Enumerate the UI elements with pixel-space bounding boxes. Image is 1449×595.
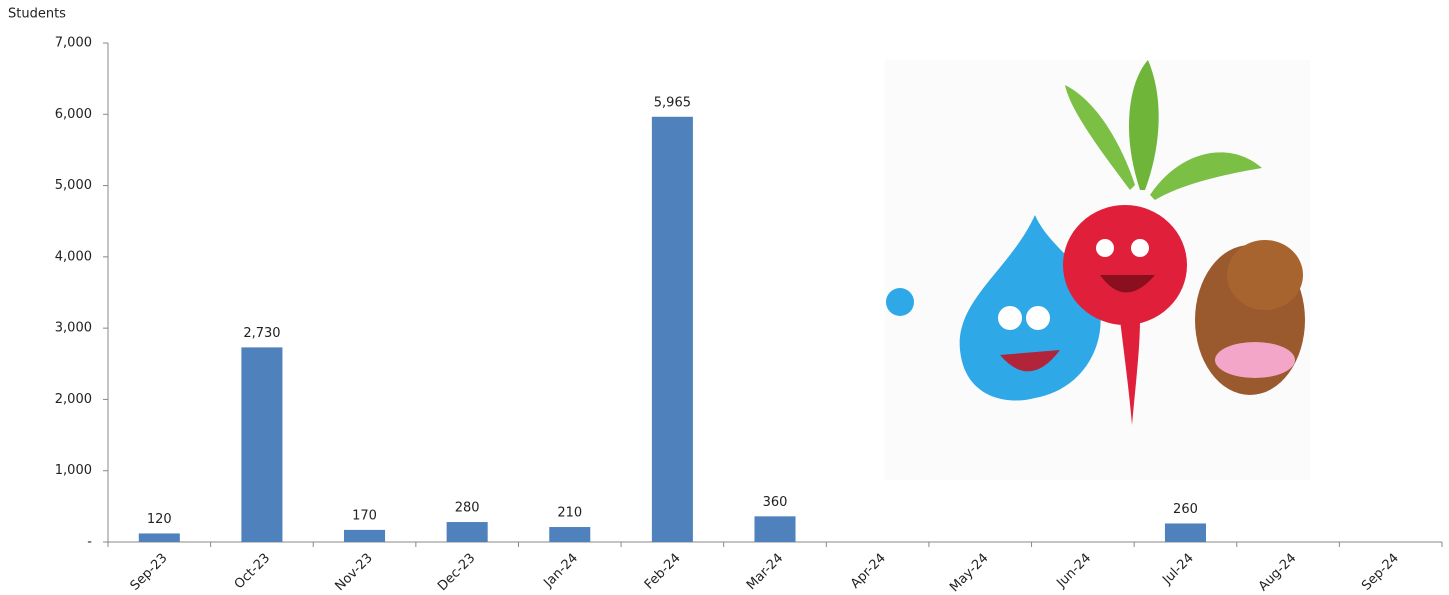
- x-tick-label: Oct-23: [232, 551, 274, 593]
- y-tick-label: 3,000: [55, 321, 92, 336]
- x-tick-label: Sep-24: [1359, 551, 1402, 594]
- x-tick-label: Jan-24: [541, 551, 582, 592]
- squirrel-head: [1227, 240, 1303, 310]
- eye: [1026, 306, 1050, 330]
- bar: [446, 522, 488, 542]
- eye: [1131, 239, 1149, 257]
- leaf: [1128, 60, 1159, 190]
- x-tick-label: Jul-24: [1159, 551, 1196, 588]
- y-tick-label: 1,000: [55, 463, 92, 478]
- leaf: [1150, 152, 1262, 200]
- mouth: [1000, 350, 1060, 372]
- thumb-hand: [886, 288, 914, 316]
- x-tick-label: Feb-24: [642, 551, 684, 593]
- y-tick-label: 5,000: [55, 178, 92, 193]
- x-tick-label: May-24: [947, 551, 991, 595]
- x-tick-label: Dec-23: [435, 551, 478, 594]
- bar: [1164, 523, 1206, 542]
- y-axis-title: Students: [8, 7, 66, 22]
- eye: [998, 306, 1022, 330]
- y-tick-label: -: [87, 535, 92, 550]
- mascot-illustration: [885, 60, 1310, 480]
- x-tick-label: Mar-24: [744, 551, 786, 593]
- x-tick-label: Apr-24: [848, 551, 889, 592]
- tutu: [1215, 342, 1295, 378]
- y-tick-label: 7,000: [55, 36, 92, 51]
- bar: [754, 516, 796, 542]
- data-label: 5,965: [654, 95, 691, 110]
- beet-root: [1120, 320, 1140, 425]
- data-label: 170: [352, 508, 377, 523]
- y-tick-label: 2,000: [55, 392, 92, 407]
- bar: [651, 116, 693, 543]
- data-label: 2,730: [243, 326, 280, 341]
- beet: [1063, 205, 1187, 325]
- leaf: [1065, 85, 1135, 190]
- bar: [549, 527, 591, 542]
- eye: [1096, 239, 1114, 257]
- data-label: 280: [455, 501, 480, 516]
- y-tick-label: 6,000: [55, 107, 92, 122]
- data-label: 360: [763, 495, 788, 510]
- data-label: 260: [1173, 502, 1198, 517]
- bar: [344, 529, 386, 542]
- mouth: [1100, 275, 1155, 293]
- y-tick-label: 4,000: [55, 249, 92, 264]
- bar: [138, 533, 180, 542]
- bar: [241, 347, 283, 542]
- x-tick-label: Sep-23: [128, 551, 171, 594]
- x-tick-label: Nov-23: [333, 551, 376, 594]
- x-tick-label: Jun-24: [1053, 551, 1094, 592]
- x-tick-label: Aug-24: [1256, 551, 1300, 595]
- data-label: 120: [147, 512, 172, 527]
- data-label: 210: [557, 506, 582, 521]
